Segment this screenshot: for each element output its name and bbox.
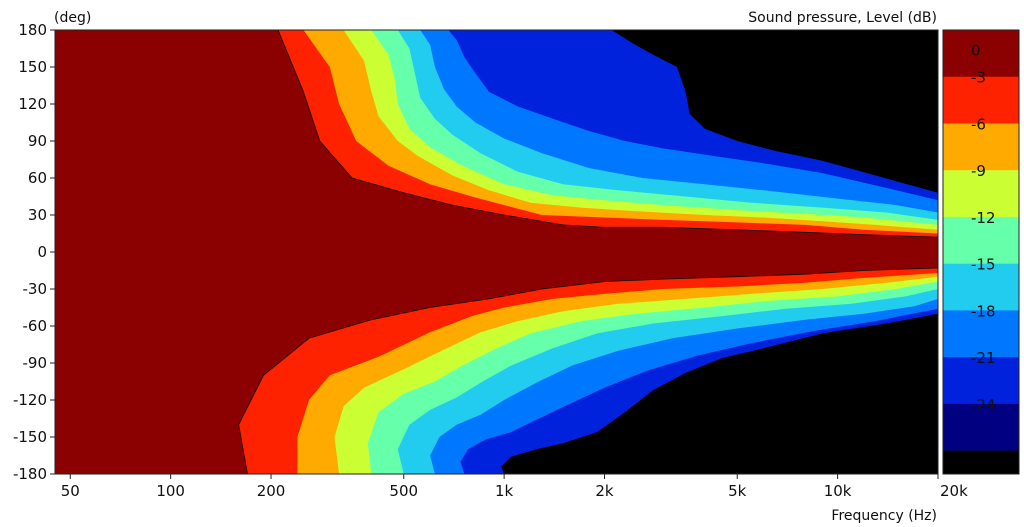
colorbar-label: -15: [971, 256, 996, 274]
y-tick-label: 90: [28, 132, 47, 150]
colorbar-label: -9: [971, 162, 986, 180]
y-tick-label: 150: [18, 58, 47, 76]
x-axis-ticks: 50 100 200 500 1k 2k 5k 10k 20k: [61, 474, 968, 500]
y-tick-label: 0: [37, 243, 47, 261]
x-tick-label: 500: [389, 482, 418, 500]
y-axis-unit-label: (deg): [54, 10, 91, 26]
x-axis-label: Frequency (Hz): [831, 508, 937, 524]
colorbar-swatch: [943, 310, 1019, 358]
y-tick-label: 30: [28, 206, 47, 224]
y-tick-label: 120: [18, 95, 47, 113]
x-tick-label: 2k: [595, 482, 614, 500]
colorbar-swatch: [943, 30, 1019, 78]
colorbar-frame: [942, 29, 1020, 475]
y-tick-label: 180: [18, 21, 47, 39]
y-tick-label: 60: [28, 169, 47, 187]
plot-area: [55, 30, 938, 474]
x-tick-label: 20k: [940, 482, 968, 500]
x-tick-label: 50: [61, 482, 80, 500]
colorbar: 0 -3 -6 -9 -12 -15 -18 -21 -24: [942, 29, 1020, 475]
contour-bands: [55, 30, 938, 474]
x-tick-label: 5k: [728, 482, 747, 500]
colorbar-label: -12: [971, 209, 996, 227]
x-tick-label: 200: [257, 482, 286, 500]
colorbar-swatch: [943, 263, 1019, 311]
y-tick-label: -120: [13, 391, 47, 409]
colorbar-swatch: [943, 216, 1019, 265]
colorbar-swatch: [943, 170, 1019, 218]
colorbar-swatch-below: [943, 450, 1019, 474]
colorbar-label: -18: [971, 302, 996, 320]
isoline-lower-m3: [55, 267, 938, 474]
contour-band-0: [55, 30, 938, 474]
y-axis-ticks: 180 150 120 90 60 30 0 -30 -60 -90 -120 -150 -180: [13, 21, 55, 483]
colorbar-label: 0: [971, 42, 981, 60]
colorbar-label: -6: [971, 115, 986, 133]
y-tick-label: -30: [23, 280, 48, 298]
contour-lines: [55, 30, 938, 474]
y-tick-label: -90: [23, 354, 48, 372]
colorbar-swatch: [943, 123, 1019, 171]
colorbar-swatch: [943, 357, 1019, 405]
x-tick-label: 10k: [824, 482, 852, 500]
x-tick-label: 1k: [495, 482, 514, 500]
isoline-upper-m3: [55, 30, 938, 238]
colorbar-label: -21: [971, 349, 996, 367]
colorbar-label: -24: [971, 396, 996, 414]
colorbar-title: Sound pressure, Level (dB): [748, 10, 937, 26]
y-tick-label: -60: [23, 317, 48, 335]
y-tick-label: -150: [13, 428, 47, 446]
x-tick-label: 100: [156, 482, 185, 500]
colorbar-label: -3: [971, 69, 986, 87]
y-tick-label: -180: [13, 465, 47, 483]
colorbar-swatch: [943, 76, 1019, 124]
colorbar-swatch: [943, 403, 1019, 452]
